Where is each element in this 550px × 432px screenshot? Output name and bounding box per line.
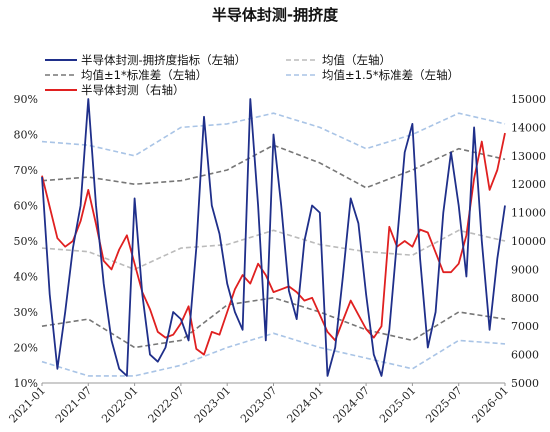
y-left-tick-label: 50% <box>14 235 38 248</box>
legend: 半导体封测-拥挤度指标（左轴） 均值（左轴） 均值±1*标准差（左轴） 均值±1… <box>45 53 459 97</box>
series-line-0 <box>41 98 506 377</box>
series-line-5 <box>41 332 506 377</box>
x-axis: 2021-01 2021-07 2022-01 2022-07 2023-01 2023-… <box>7 383 512 426</box>
x-tick-label: 2026-01 <box>470 384 512 426</box>
legend-label-std1: 均值±1*标准差（左轴） <box>81 68 207 82</box>
y-axis-left: 10% 20% 30% 40% 50% 60% 70% 80% 90% <box>14 93 38 390</box>
chart-title: 半导体封测-拥挤度 <box>212 6 339 24</box>
legend-label-mean: 均值（左轴） <box>322 53 391 67</box>
x-tick-label: 2024-01 <box>284 384 326 426</box>
legend-label-std15: 均值±1.5*标准差（左轴） <box>322 68 459 82</box>
y-left-tick-label: 40% <box>14 271 38 284</box>
x-tick-label: 2025-01 <box>377 384 419 426</box>
y-right-tick-label: 11000 <box>511 207 546 220</box>
x-tick-label: 2024-07 <box>331 384 373 426</box>
y-right-tick-label: 8000 <box>511 292 539 305</box>
legend-label-index: 半导体封测-拥挤度指标（左轴） <box>81 53 246 67</box>
y-right-tick-label: 6000 <box>511 349 539 362</box>
x-tick-label: 2022-07 <box>146 384 188 426</box>
y-right-tick-label: 10000 <box>511 235 546 248</box>
legend-item-std15: 均值±1.5*标准差（左轴） <box>286 68 459 82</box>
y-right-tick-label: 7000 <box>511 320 539 333</box>
x-tick-label: 2021-01 <box>7 384 49 426</box>
y-right-tick-label: 13000 <box>511 150 546 163</box>
legend-item-std1: 均值±1*标准差（左轴） <box>45 68 207 82</box>
series-line-1 <box>41 229 506 271</box>
y-left-tick-label: 70% <box>14 164 38 177</box>
y-left-tick-label: 80% <box>14 129 38 142</box>
x-tick-label: 2023-07 <box>238 384 280 426</box>
series-line-4 <box>41 112 506 157</box>
series-layer <box>41 98 506 377</box>
x-tick-label: 2023-01 <box>192 384 234 426</box>
legend-item-price: 半导体封测（右轴） <box>45 83 185 97</box>
x-tick-label: 2025-07 <box>423 384 465 426</box>
y-right-tick-label: 12000 <box>511 178 546 191</box>
y-left-tick-label: 10% <box>14 377 38 390</box>
series-line-2 <box>41 144 506 189</box>
y-left-tick-label: 90% <box>14 93 38 106</box>
series-line-6 <box>41 132 506 356</box>
y-left-tick-label: 30% <box>14 306 38 319</box>
y-right-tick-label: 5000 <box>511 377 539 390</box>
legend-item-index: 半导体封测-拥挤度指标（左轴） <box>45 53 246 67</box>
y-right-tick-label: 15000 <box>511 93 546 106</box>
series-line-3 <box>41 296 506 349</box>
y-left-tick-label: 60% <box>14 200 38 213</box>
legend-item-mean: 均值（左轴） <box>286 53 391 67</box>
x-tick-label: 2021-07 <box>53 384 95 426</box>
legend-label-price: 半导体封测（右轴） <box>81 83 185 97</box>
y-right-tick-label: 14000 <box>511 121 546 134</box>
x-tick-label: 2022-01 <box>99 384 141 426</box>
y-axis-right: 5000 6000 7000 8000 9000 10000 11000 12000 13000… <box>511 93 546 390</box>
y-left-tick-label: 20% <box>14 342 38 355</box>
y-right-tick-label: 9000 <box>511 263 539 276</box>
